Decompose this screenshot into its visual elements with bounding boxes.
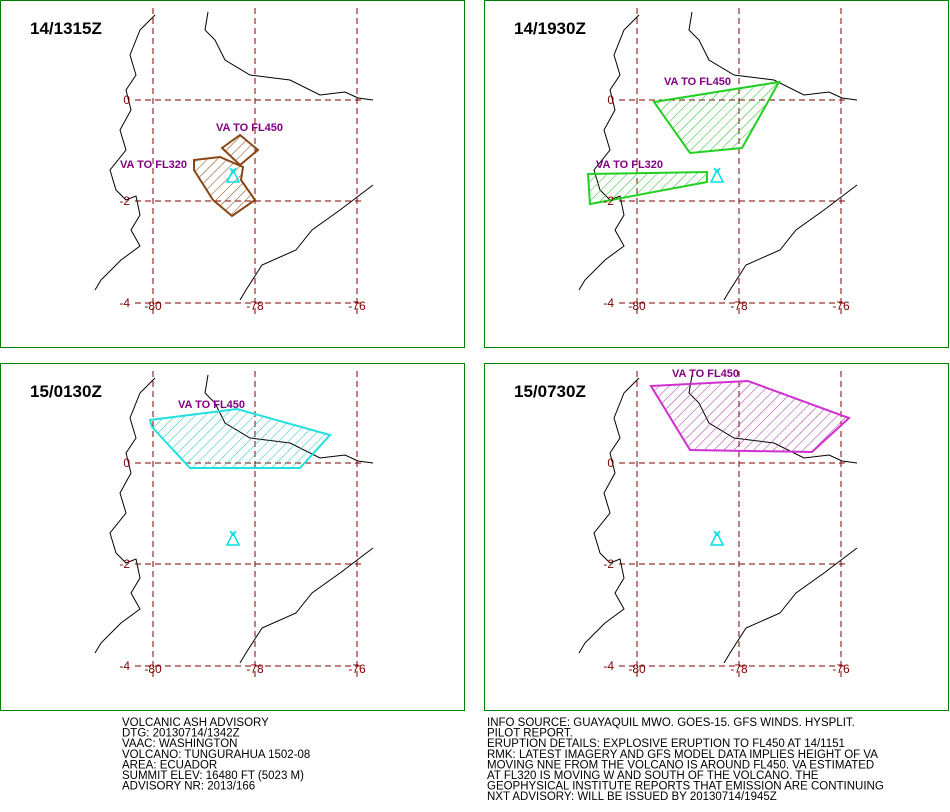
ash-label: VA TO FL450 bbox=[664, 76, 731, 88]
ash-area bbox=[586, 170, 708, 206]
advisory-line: SUMMIT ELEV: 16480 FT (5023 M) bbox=[122, 770, 304, 782]
lon-label: -78 bbox=[246, 662, 264, 676]
lat-label: 0 bbox=[123, 93, 130, 107]
lat-label: -4 bbox=[603, 659, 614, 673]
panel-title: 14/1315Z bbox=[30, 19, 102, 38]
map-panel: 0 -2 -4 -80 -78 -76 VA TO FL450 15/0730Z bbox=[484, 363, 949, 711]
ash-label: VA TO FL320 bbox=[596, 159, 663, 171]
ash-label: VA TO FL450 bbox=[178, 399, 245, 411]
lat-label: -4 bbox=[119, 296, 130, 310]
map-panel: 0 -2 -4 -80 -78 -76 VA TO FL450 VA TO FL320 14/1… bbox=[484, 0, 949, 348]
advisory-line: GEOPHYSICAL INSTITUTE REPORTS THAT EMISS… bbox=[487, 781, 884, 793]
lat-label: -2 bbox=[119, 194, 130, 208]
lon-label: -78 bbox=[730, 299, 748, 313]
ash-area bbox=[220, 133, 260, 167]
lat-label: 0 bbox=[607, 456, 614, 470]
lat-label: -2 bbox=[603, 557, 614, 571]
ash-area bbox=[649, 379, 851, 454]
ash-label: VA TO FL320 bbox=[120, 159, 187, 171]
advisory-line: MOVING NNE FROM THE VOLCANO IS AROUND FL… bbox=[487, 759, 874, 771]
ash-label: VA TO FL450 bbox=[216, 122, 283, 134]
advisory-line: PILOT REPORT. bbox=[487, 728, 573, 740]
ash-label: VA TO FL450 bbox=[672, 368, 739, 380]
map-panel: 0 -2 -4 -80 -78 -76 VA TO FL450 15/0130Z bbox=[0, 363, 465, 711]
ash-area bbox=[652, 80, 781, 155]
advisory-line: INFO SOURCE: GUAYAQUIL MWO. GOES-15. GFS… bbox=[487, 717, 855, 729]
advisory-line: DTG: 20130714/1342Z bbox=[122, 728, 240, 740]
lon-label: -80 bbox=[628, 662, 646, 676]
lon-label: -76 bbox=[832, 299, 850, 313]
lat-label: -4 bbox=[119, 659, 130, 673]
advisory-line: AT FL320 IS MOVING W AND SOUTH OF THE VO… bbox=[487, 770, 819, 782]
map-panel: 0 -2 -4 -80 -78 -76 VA TO FL450 VA TO FL320 14/1… bbox=[0, 0, 465, 348]
ash-area bbox=[193, 155, 257, 218]
advisory-line: AREA: ECUADOR bbox=[122, 759, 217, 771]
lat-label: -4 bbox=[603, 296, 614, 310]
ash-area bbox=[148, 407, 332, 469]
panel-title: 14/1930Z bbox=[514, 19, 586, 38]
lat-label: 0 bbox=[123, 456, 130, 470]
advisory-line: NXT ADVISORY: WILL BE ISSUED BY 20130714… bbox=[487, 791, 777, 803]
lat-label: 0 bbox=[607, 93, 614, 107]
advisory-line: ERUPTION DETAILS: EXPLOSIVE ERUPTION TO … bbox=[487, 738, 845, 750]
lon-label: -80 bbox=[144, 299, 162, 313]
lat-label: -2 bbox=[603, 194, 614, 208]
lon-label: -80 bbox=[144, 662, 162, 676]
advisory-line: VOLCANIC ASH ADVISORY bbox=[122, 717, 269, 729]
advisory-line: RMK: LATEST IMAGERY AND GFS MODEL DATA I… bbox=[487, 749, 878, 761]
lon-label: -76 bbox=[348, 299, 366, 313]
lon-label: -78 bbox=[246, 299, 264, 313]
lat-label: -2 bbox=[119, 557, 130, 571]
advisory-line: VOLCANO: TUNGURAHUA 1502-08 bbox=[122, 749, 310, 761]
panel-title: 15/0130Z bbox=[30, 382, 102, 401]
lon-label: -78 bbox=[730, 662, 748, 676]
advisory-line: ADVISORY NR: 2013/166 bbox=[122, 781, 255, 793]
lon-label: -80 bbox=[628, 299, 646, 313]
lon-label: -76 bbox=[348, 662, 366, 676]
panel-title: 15/0730Z bbox=[514, 382, 586, 401]
panel-frame bbox=[484, 0, 949, 348]
advisory-line: VAAC: WASHINGTON bbox=[122, 738, 237, 750]
lon-label: -76 bbox=[832, 662, 850, 676]
